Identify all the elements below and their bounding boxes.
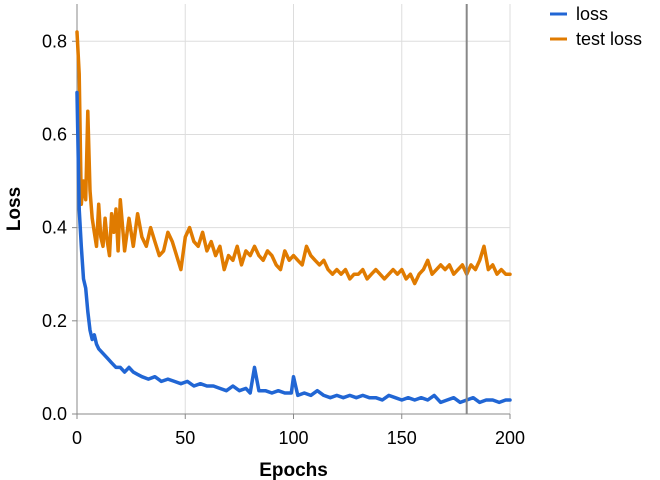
y-axis-title: Loss: [4, 187, 25, 231]
series-line-test-loss: [75, 30, 512, 286]
x-axis-ticks: 0 50 100 150 200: [72, 414, 525, 448]
x-tick-label: 100: [278, 428, 308, 448]
y-tick-label: 0.2: [42, 311, 67, 331]
y-tick-label: 0.8: [42, 31, 67, 51]
x-axis-title: Epochs: [259, 460, 328, 480]
series-lines: [75, 30, 512, 405]
legend: loss test loss: [550, 4, 642, 49]
legend-label: test loss: [576, 29, 642, 49]
x-tick-label: 50: [175, 428, 195, 448]
legend-label: loss: [576, 4, 608, 24]
x-tick-label: 200: [495, 428, 525, 448]
x-tick-label: 150: [387, 428, 417, 448]
y-tick-label: 0.4: [42, 218, 67, 238]
y-tick-label: 0.6: [42, 124, 67, 144]
grid-lines: [76, 4, 511, 415]
y-axis-ticks: 0.0 0.2 0.4 0.6 0.8: [42, 31, 77, 424]
y-tick-label: 0.0: [42, 404, 67, 424]
series-line-loss: [75, 90, 512, 405]
x-tick-label: 0: [72, 428, 82, 448]
